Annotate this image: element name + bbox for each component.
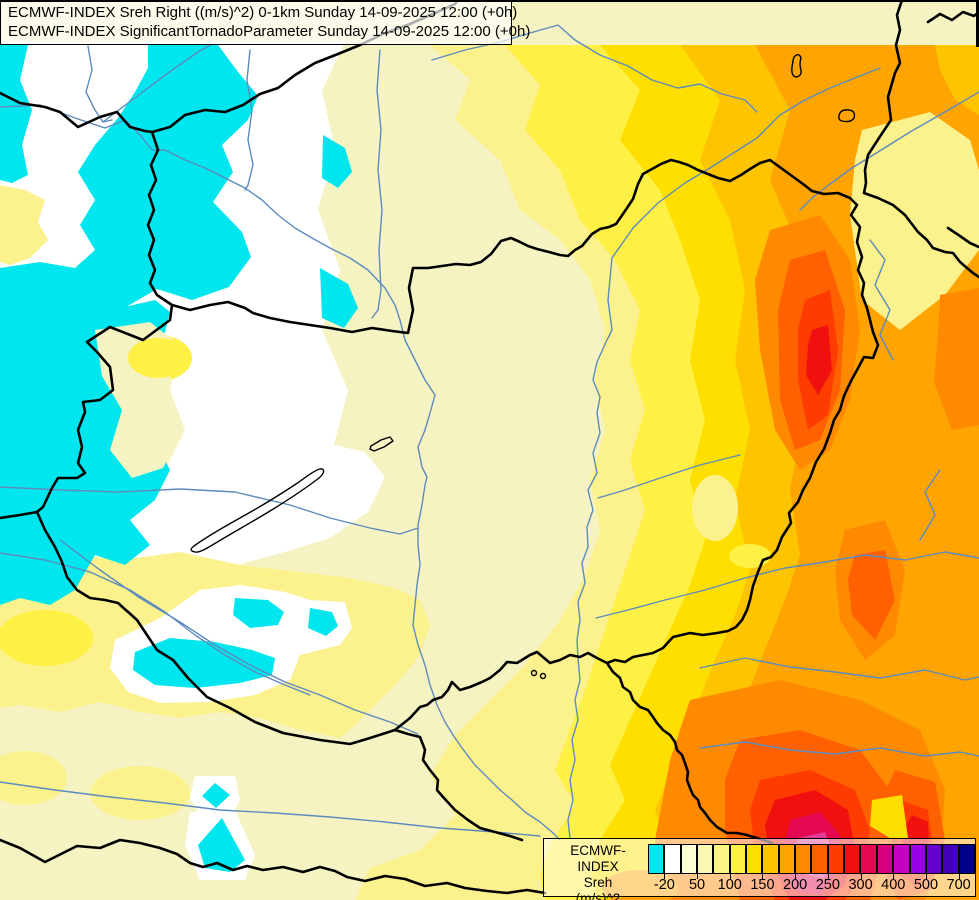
legend-swatch xyxy=(844,844,861,874)
small-lake-outline xyxy=(530,669,538,677)
small-lake-outline xyxy=(539,672,547,680)
legend: ECMWF-INDEX Sreh (m/s)^2 -20 50 100 150 200 2… xyxy=(543,838,976,900)
legend-tick-label: 500 xyxy=(913,877,939,893)
legend-swatch xyxy=(795,844,812,874)
legend-swatch xyxy=(664,844,681,874)
legend-tick-label: 100 xyxy=(717,877,742,893)
map-frame-right xyxy=(976,0,979,47)
legend-tick-label: 250 xyxy=(815,877,840,893)
legend-tick-label: 150 xyxy=(750,877,775,893)
legend-label: ECMWF-INDEX Sreh (m/s)^2 xyxy=(550,843,646,900)
legend-tick xyxy=(958,874,960,879)
lake-balaton-outline xyxy=(190,468,325,553)
legend-swatch xyxy=(925,844,943,874)
lake-layer xyxy=(190,54,856,680)
small-lake-outline xyxy=(791,54,802,78)
legend-tick xyxy=(729,874,731,879)
legend-tick xyxy=(827,874,829,879)
legend-subtitle: Sreh xyxy=(583,875,613,890)
legend-tick-label: 300 xyxy=(848,877,873,893)
legend-tick xyxy=(795,874,797,879)
legend-tick xyxy=(860,874,862,879)
legend-tick xyxy=(697,874,699,879)
legend-tick-label: 50 xyxy=(688,877,706,893)
legend-swatch xyxy=(729,844,747,874)
legend-tick xyxy=(664,874,666,879)
legend-tick-label: 400 xyxy=(881,877,906,893)
title-line-2: ECMWF-INDEX SignificantTornadoParameter … xyxy=(8,23,531,40)
legend-swatch xyxy=(942,844,959,874)
legend-swatch xyxy=(811,844,828,874)
legend-swatch xyxy=(958,844,975,874)
legend-swatch xyxy=(876,844,894,874)
legend-swatch-row xyxy=(648,844,975,874)
river-layer xyxy=(0,24,979,841)
legend-tick xyxy=(925,874,927,879)
legend-swatch xyxy=(893,844,910,874)
legend-swatch xyxy=(827,844,845,874)
legend-swatch xyxy=(746,844,763,874)
legend-swatch xyxy=(860,844,877,874)
legend-title: ECMWF-INDEX xyxy=(570,843,626,874)
legend-swatch xyxy=(713,844,730,874)
legend-swatch xyxy=(909,844,926,874)
map-frame-top xyxy=(0,0,979,2)
small-lake-outline xyxy=(838,109,856,123)
legend-swatch xyxy=(762,844,779,874)
legend-swatch xyxy=(697,844,714,874)
legend-tick-label: 700 xyxy=(946,877,971,893)
legend-tick xyxy=(893,874,895,879)
lake-velence-outline xyxy=(369,436,394,452)
legend-tick-label: -20 xyxy=(653,877,675,893)
legend-tick xyxy=(762,874,764,879)
legend-units: (m/s)^2 xyxy=(575,891,621,900)
title-line-1: ECMWF-INDEX Sreh Right ((m/s)^2) 0-1km S… xyxy=(8,4,518,21)
legend-swatch xyxy=(648,844,665,874)
legend-swatch xyxy=(680,844,698,874)
legend-swatch xyxy=(778,844,796,874)
legend-tick-label: 200 xyxy=(783,877,808,893)
title-box: ECMWF-INDEX Sreh Right ((m/s)^2) 0-1km S… xyxy=(0,0,531,45)
